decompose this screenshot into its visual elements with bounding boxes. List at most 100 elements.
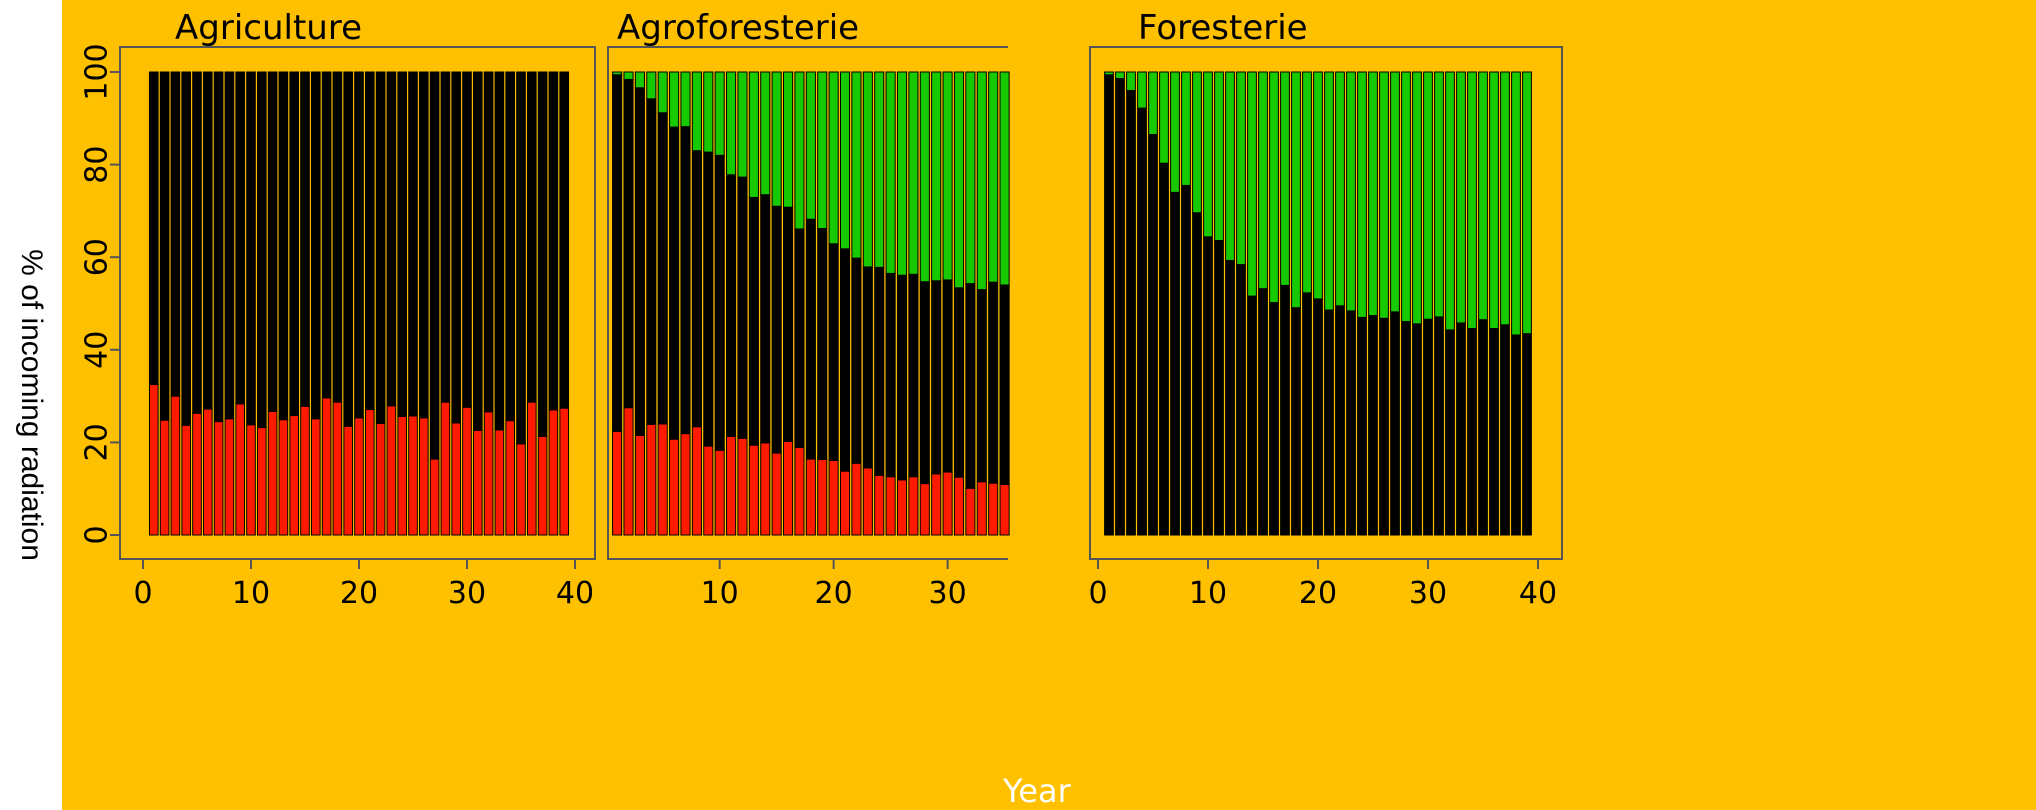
bar-foresterie-green-38 — [1511, 71, 1521, 336]
bar-agroforesterie-black-11 — [726, 174, 737, 437]
bar-agriculture-black-5 — [192, 71, 202, 414]
bar-foresterie-black-6 — [1159, 162, 1169, 536]
bar-foresterie-black-25 — [1368, 315, 1378, 536]
bar-agriculture-red-38 — [548, 409, 559, 536]
bar-agroforesterie-green-22 — [851, 71, 862, 259]
panel-title-agriculture: Agriculture — [175, 8, 362, 48]
bar-agroforesterie-black-19 — [817, 227, 828, 461]
bar-agriculture-red-16 — [310, 418, 321, 536]
bar-agroforesterie-red-28 — [919, 483, 930, 536]
bar-agriculture-red-17 — [321, 397, 332, 536]
bar-foresterie-black-20 — [1313, 298, 1323, 536]
bar-foresterie-black-36 — [1489, 328, 1499, 536]
bar-agroforesterie-black-14 — [760, 194, 771, 444]
bar-agriculture-red-9 — [235, 403, 246, 536]
x-tick-label-agriculture-30: 30 — [448, 576, 486, 611]
bar-foresterie-green-28 — [1401, 71, 1411, 323]
bar-foresterie-green-25 — [1368, 71, 1378, 317]
x-tick-label-agroforesterie-20: 20 — [815, 576, 853, 611]
bar-agroforesterie-green-12 — [737, 71, 748, 178]
x-tick-label-agriculture-0: 0 — [133, 576, 152, 611]
x-tick-label-agriculture-40: 40 — [556, 576, 594, 611]
bar-agriculture-black-21 — [364, 71, 375, 411]
x-tick-label-agroforesterie-30: 30 — [929, 576, 967, 611]
bar-agroforesterie-green-15 — [771, 71, 782, 207]
bar-foresterie-green-29 — [1412, 71, 1422, 325]
bar-agriculture-black-29 — [451, 71, 462, 424]
bar-foresterie-green-16 — [1269, 71, 1279, 304]
bar-foresterie-green-19 — [1302, 71, 1312, 294]
bar-agriculture-black-6 — [202, 71, 213, 410]
bar-agroforesterie-green-13 — [748, 71, 759, 198]
bar-agroforesterie-red-32 — [965, 487, 976, 536]
bar-agriculture-black-30 — [462, 71, 472, 408]
bar-agroforesterie-red-7 — [680, 433, 691, 536]
bar-foresterie-green-3 — [1126, 71, 1136, 92]
bar-agriculture-red-36 — [526, 401, 537, 536]
bar-agriculture-red-11 — [256, 427, 267, 536]
bar-agroforesterie-red-3 — [634, 434, 645, 536]
bar-agroforesterie-red-13 — [748, 444, 759, 536]
bar-agriculture-red-33 — [494, 429, 505, 536]
bar-foresterie-green-39 — [1522, 71, 1532, 335]
x-tick-label-agroforesterie-10: 10 — [701, 576, 739, 611]
bar-agriculture-red-19 — [343, 425, 354, 536]
bar-agriculture-black-1 — [148, 71, 159, 386]
panel-title-foresterie: Foresterie — [1138, 8, 1308, 48]
bar-agriculture-red-13 — [278, 419, 289, 536]
bar-agroforesterie-black-9 — [703, 151, 714, 447]
bar-agriculture-black-33 — [494, 71, 505, 431]
bar-agriculture-black-10 — [246, 71, 256, 426]
y-tick-label-agriculture-20: 20 — [80, 423, 115, 461]
bar-agroforesterie-black-29 — [931, 280, 942, 475]
bar-foresterie-black-7 — [1170, 191, 1180, 536]
bar-foresterie-green-37 — [1500, 71, 1510, 326]
bar-foresterie-black-22 — [1335, 305, 1345, 536]
bar-agriculture-black-3 — [170, 71, 181, 397]
bar-agriculture-black-9 — [235, 71, 246, 405]
bar-foresterie-green-10 — [1203, 71, 1213, 238]
bar-agroforesterie-black-16 — [783, 206, 794, 442]
bar-foresterie-green-24 — [1357, 71, 1367, 318]
bar-agroforesterie-red-24 — [874, 474, 885, 536]
bar-foresterie-green-33 — [1456, 71, 1466, 324]
bar-foresterie-green-34 — [1467, 71, 1477, 329]
bar-foresterie-black-9 — [1192, 212, 1202, 536]
bar-agriculture-red-5 — [192, 412, 202, 536]
bar-agroforesterie-black-20 — [828, 243, 839, 461]
bar-agroforesterie-red-33 — [976, 481, 987, 536]
bar-agroforesterie-red-27 — [908, 476, 919, 536]
bar-foresterie-black-3 — [1126, 90, 1136, 536]
bar-foresterie-black-11 — [1214, 240, 1224, 536]
bar-foresterie-black-33 — [1456, 322, 1466, 536]
bar-agriculture-red-18 — [332, 401, 343, 536]
bar-agroforesterie-black-15 — [771, 205, 782, 454]
plot-frame-foresterie — [1089, 46, 1563, 560]
bar-agriculture-black-37 — [537, 71, 548, 437]
bar-agriculture-black-16 — [310, 71, 321, 420]
bar-agroforesterie-green-5 — [657, 71, 668, 114]
bar-foresterie-black-14 — [1247, 295, 1257, 536]
bar-agroforesterie-black-31 — [953, 287, 965, 478]
bar-foresterie-black-21 — [1324, 309, 1334, 536]
bar-foresterie-black-37 — [1500, 324, 1510, 536]
bar-agriculture-red-1 — [148, 384, 159, 536]
bar-agroforesterie-red-22 — [851, 462, 862, 536]
bar-agroforesterie-black-26 — [896, 274, 908, 481]
bar-agroforesterie-black-30 — [942, 279, 953, 473]
bar-agriculture-red-30 — [462, 406, 472, 536]
bar-agriculture-red-20 — [354, 417, 364, 536]
x-tick-label-foresterie-0: 0 — [1088, 576, 1107, 611]
bar-agroforesterie-black-13 — [748, 196, 759, 446]
bar-agroforesterie-green-6 — [669, 71, 680, 128]
bar-agroforesterie-red-34 — [988, 482, 999, 536]
bar-agroforesterie-green-8 — [691, 71, 702, 152]
bar-agriculture-red-25 — [408, 415, 418, 536]
bar-foresterie-green-26 — [1379, 71, 1389, 319]
bar-foresterie-black-23 — [1346, 310, 1356, 536]
x-tick-label-foresterie-10: 10 — [1189, 576, 1227, 611]
bar-agroforesterie-green-32 — [965, 71, 976, 285]
bar-foresterie-green-12 — [1225, 71, 1235, 261]
bar-foresterie-green-9 — [1192, 71, 1202, 214]
